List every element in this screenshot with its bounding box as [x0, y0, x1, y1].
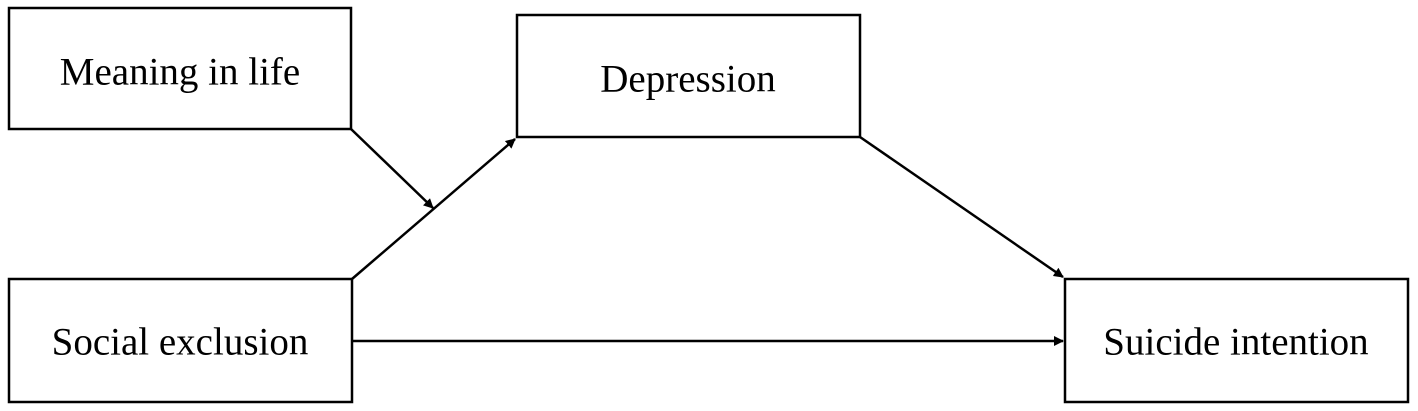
node-social-exclusion-label: Social exclusion [52, 321, 309, 364]
node-social-exclusion: Social exclusion [7, 277, 354, 404]
node-depression: Depression [515, 13, 862, 139]
node-suicide-intention-label: Suicide intention [1103, 321, 1368, 364]
node-meaning-in-life: Meaning in life [7, 6, 353, 131]
edge-social-to-depression [351, 138, 516, 280]
edge-meaning-moderation [350, 128, 434, 209]
edge-depression-to-suicide [859, 135, 1064, 279]
node-depression-label: Depression [600, 58, 775, 101]
node-meaning-in-life-label: Meaning in life [60, 51, 300, 94]
node-suicide-intention: Suicide intention [1063, 277, 1410, 404]
